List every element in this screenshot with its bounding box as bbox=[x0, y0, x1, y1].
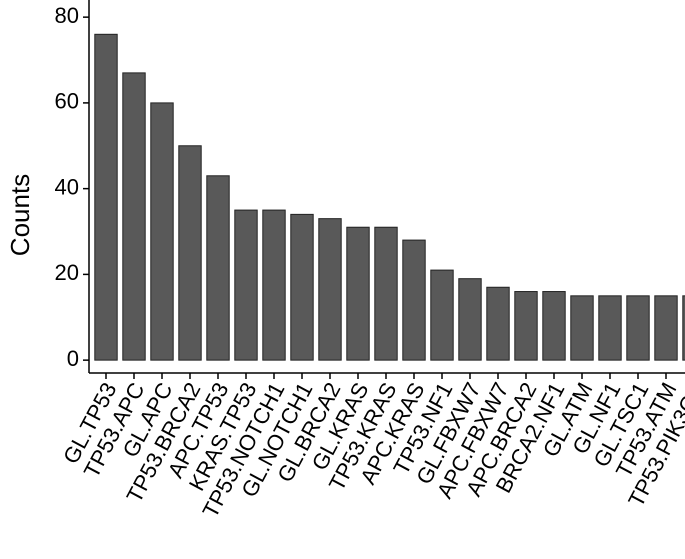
bar bbox=[486, 286, 510, 361]
y-axis-label: Counts bbox=[5, 174, 35, 256]
bar bbox=[570, 295, 594, 361]
bar bbox=[234, 209, 258, 361]
bar bbox=[178, 145, 202, 361]
bar bbox=[542, 291, 566, 361]
bar bbox=[262, 209, 286, 361]
bar bbox=[374, 226, 398, 361]
bar bbox=[430, 269, 454, 361]
bar bbox=[94, 33, 118, 361]
y-tick-label: 0 bbox=[67, 346, 79, 371]
bar bbox=[150, 102, 174, 361]
bar bbox=[318, 218, 342, 361]
bar bbox=[346, 226, 370, 361]
bar bbox=[458, 278, 482, 361]
y-tick-label: 20 bbox=[55, 260, 79, 285]
y-tick-label: 40 bbox=[55, 174, 79, 199]
bar bbox=[626, 295, 650, 361]
bar bbox=[654, 295, 678, 361]
bar bbox=[402, 239, 426, 361]
y-tick-label: 80 bbox=[55, 3, 79, 28]
bar bbox=[514, 291, 538, 361]
bar bbox=[206, 175, 230, 361]
bar bbox=[122, 72, 146, 361]
bar bbox=[598, 295, 622, 361]
bar bbox=[290, 213, 314, 361]
bar bbox=[682, 295, 685, 361]
y-tick-label: 60 bbox=[55, 89, 79, 114]
